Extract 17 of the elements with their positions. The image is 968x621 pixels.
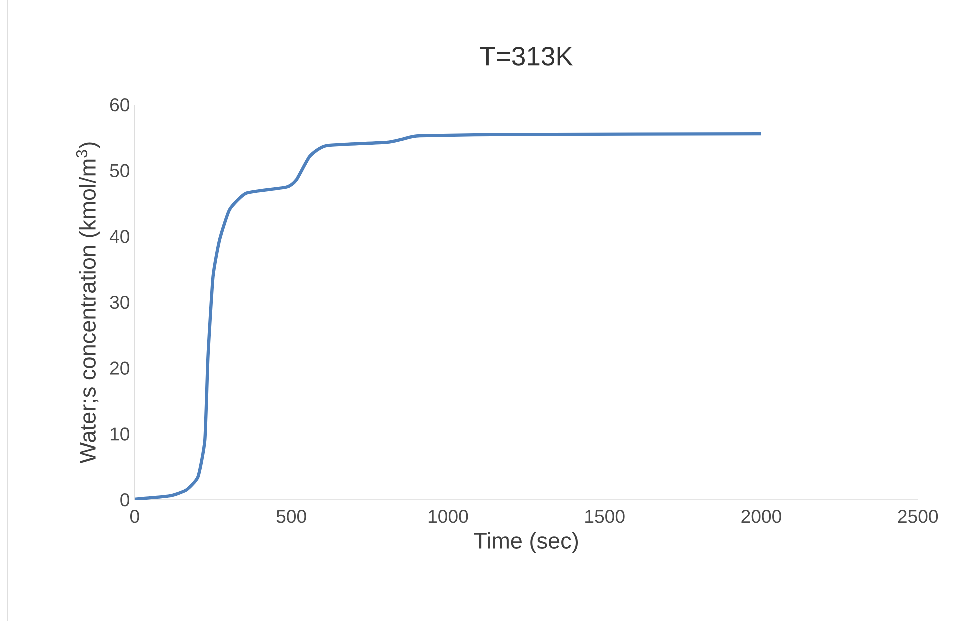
y-axis-title: Water;s concentration (kmol/m$^{3}$): [76, 142, 100, 464]
y-tick-label: 50: [110, 164, 130, 178]
y-tick-label: 30: [110, 296, 130, 310]
x-tick-label: 2500: [898, 510, 938, 524]
y-tick-label: 20: [110, 362, 130, 375]
x-tick-label: 500: [276, 510, 306, 524]
x-axis-title: Time (sec): [474, 532, 578, 554]
line-series: [134, 132, 764, 500]
y-tick-label: 10: [110, 428, 130, 441]
y-tick-label: 0: [120, 493, 130, 507]
x-tick-label: 1500: [586, 510, 625, 524]
y-tick-label: 60: [110, 98, 130, 112]
x-tick-label: 2000: [742, 510, 782, 524]
y-tick-label: 40: [110, 230, 130, 244]
x-tick-label: 1000: [428, 510, 468, 524]
chart-title: T=313K: [480, 47, 574, 66]
x-tick-label: 0: [130, 510, 140, 524]
